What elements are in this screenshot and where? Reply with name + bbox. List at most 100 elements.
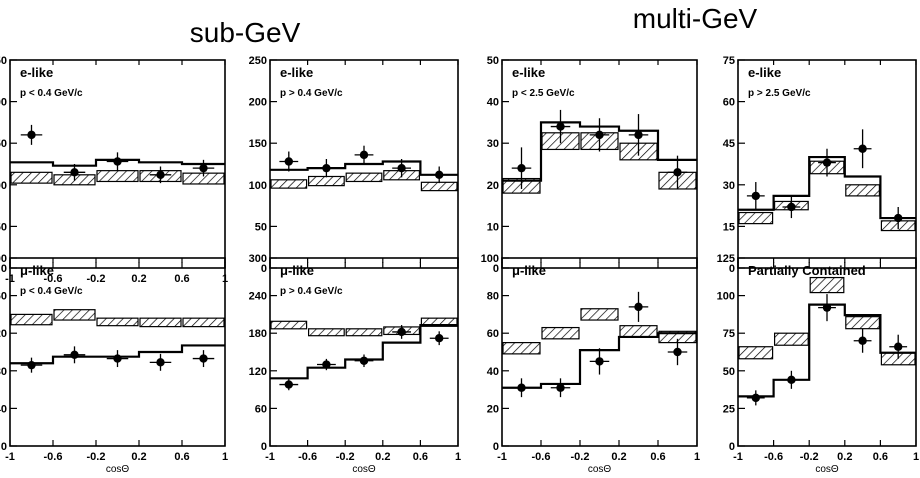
y-tick-label: 100	[0, 180, 7, 192]
mc-oscillation-box	[738, 211, 774, 225]
data-point	[113, 354, 122, 363]
data-point	[751, 393, 760, 403]
data-point	[156, 170, 165, 180]
data-point	[894, 213, 903, 223]
data-point	[199, 163, 208, 173]
data-point	[322, 163, 331, 173]
chart-panel-7: 0 20 40 60 80 100 -1 -0.6 -0.2 0.2 0.6 1 μ-like cosΘ	[481, 253, 700, 475]
x-tick-label: 0.2	[837, 451, 852, 463]
plot-frame	[269, 257, 459, 447]
x-tick-label: -0.2	[87, 451, 106, 463]
data-point	[858, 336, 867, 345]
mc-oscillation-box	[96, 317, 139, 327]
x-tick-label: -0.6	[44, 273, 63, 285]
mc-oscillation-box	[502, 342, 541, 355]
data-point	[595, 357, 604, 366]
y-tick-label: 80	[0, 366, 7, 378]
chart-panel-6: 0 60 120 180 240 300 -1 -0.6 -0.2 0.2 0.6 1 μ-like p …	[249, 253, 461, 475]
x-tick-label: -0.6	[532, 451, 551, 463]
y-tick-label: 40	[0, 403, 7, 415]
x-tick-label: -1	[265, 451, 275, 463]
x-tick-label: 1	[913, 451, 919, 463]
plot-frame	[501, 59, 698, 269]
chart-panel-5: 0 40 80 120 160 200 -1 -0.6 -0.2 0.2 0.6 1 μ-like p <…	[0, 253, 228, 475]
data-point	[27, 130, 36, 140]
y-tick-label: 0	[729, 441, 735, 453]
y-tick-label: 50	[723, 366, 735, 378]
mc-oscillation-box	[345, 172, 383, 183]
chart-panel-3: 0 10 20 30 40 50 e-like p < 2.5 GeV/c	[487, 55, 698, 275]
mc-oscillation-box	[96, 170, 139, 183]
data-point	[70, 350, 79, 360]
y-tick-label: 100	[249, 180, 267, 192]
x-tick-label: -1	[733, 451, 743, 463]
mc-oscillation-box	[420, 317, 458, 327]
mc-oscillation-box	[773, 332, 809, 346]
data-point	[595, 130, 604, 140]
mc-oscillation-box	[182, 317, 225, 328]
sub-gev-heading: sub-GeV	[190, 17, 301, 48]
panel-label: e-like	[20, 65, 53, 80]
mc-oscillation-box	[10, 313, 53, 326]
y-tick-label: 60	[487, 328, 499, 340]
data-point	[822, 303, 832, 312]
x-tick-label: -0.2	[800, 451, 819, 463]
mc-oscillation-box	[308, 175, 345, 187]
mc-no-oscillation-line	[10, 344, 225, 365]
y-tick-label: 40	[487, 97, 499, 109]
y-tick-label: 150	[0, 138, 7, 150]
y-tick-label: 60	[255, 403, 267, 415]
plot-frame	[9, 257, 226, 447]
mc-oscillation-box	[738, 346, 774, 360]
panel-label: e-like	[512, 65, 545, 80]
mc-oscillation-box	[270, 179, 308, 189]
y-tick-label: 0	[729, 263, 735, 275]
data-point	[634, 130, 643, 140]
chart-panel-2: 0 50 100 150 200 250 e-like p > 0.4 GeV/c	[249, 55, 459, 275]
data-point	[397, 327, 406, 337]
mc-oscillation-box	[619, 325, 658, 338]
mc-oscillation-box	[845, 184, 880, 197]
data-point	[27, 360, 36, 370]
y-tick-label: 300	[249, 253, 267, 265]
x-tick-label: 0.6	[413, 451, 428, 463]
y-tick-label: 150	[249, 138, 267, 150]
y-tick-label: 180	[249, 328, 267, 340]
plot-frame	[501, 257, 698, 447]
y-tick-label: 200	[0, 97, 7, 109]
y-tick-label: 240	[249, 291, 267, 303]
x-tick-label: -0.6	[298, 451, 317, 463]
panel-label: e-like	[748, 65, 781, 80]
data-point	[284, 157, 293, 166]
plot-frame	[737, 59, 917, 269]
y-tick-label: 125	[717, 253, 735, 265]
data-point	[156, 358, 165, 367]
data-point	[322, 360, 331, 369]
y-tick-label: 0	[493, 441, 499, 453]
y-tick-label: 50	[255, 221, 267, 233]
x-tick-label: 0.6	[174, 451, 189, 463]
x-tick-label: -1	[5, 451, 15, 463]
mc-oscillation-box	[420, 181, 458, 192]
x-tick-label: 0.6	[650, 451, 665, 463]
y-tick-label: 45	[723, 138, 735, 150]
data-point	[517, 163, 526, 173]
chart-panel-8: 0 25 50 75 100 125 -1 -0.6 -0.2 0.2 0.6 1 Partially …	[717, 253, 919, 475]
y-tick-label: 250	[249, 55, 267, 67]
mc-oscillation-box	[809, 276, 845, 294]
y-tick-label: 0	[1, 441, 7, 453]
data-point	[397, 163, 406, 173]
multi-gev-heading: multi-GeV	[633, 3, 758, 34]
panel-label: e-like	[280, 65, 313, 80]
x-tick-label: -0.6	[764, 451, 783, 463]
panel-label: μ-like	[280, 263, 314, 278]
y-tick-label: 30	[487, 138, 499, 150]
chart-panel-1: 050100150200250-1-0.6-0.20.20.61e-likep …	[0, 55, 228, 285]
data-point	[634, 302, 643, 312]
panel-sublabel: p < 0.4 GeV/c	[20, 88, 83, 99]
data-point	[822, 158, 832, 167]
data-point	[199, 354, 208, 363]
y-tick-label: 0	[261, 263, 267, 275]
y-tick-label: 120	[249, 366, 267, 378]
